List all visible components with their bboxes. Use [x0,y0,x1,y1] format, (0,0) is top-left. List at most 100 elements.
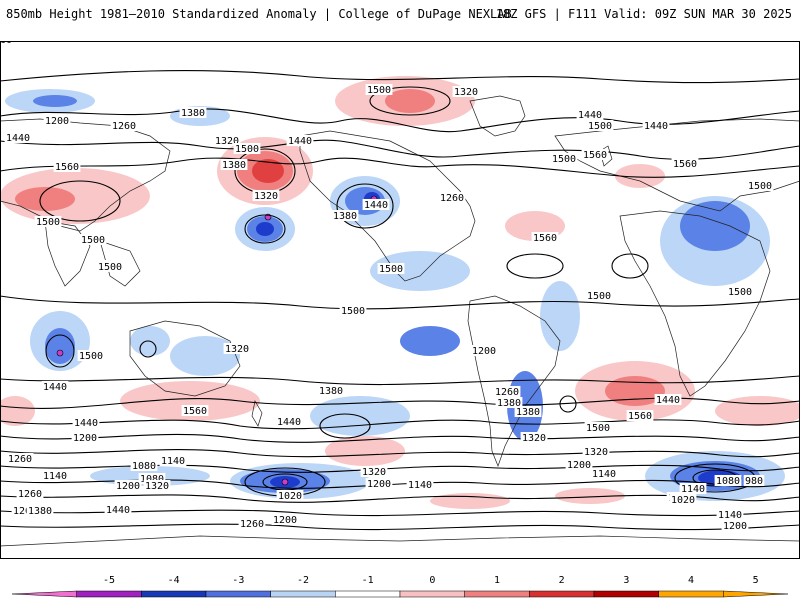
contour-label: 1500 [341,306,365,317]
contour-label-bg [271,514,299,525]
contour-label-bg [726,286,754,297]
height-contour [0,433,800,443]
height-contour-loop [336,183,394,229]
contour-label: 1500 [98,262,122,273]
contour-label-bg [365,478,393,489]
contour-label-bg [276,490,304,501]
contour-label: 1560 [55,162,79,173]
contour-label-bg [233,143,261,154]
contour-label-bg [584,422,612,433]
contour-label: 1440 [656,395,680,406]
contour-label-bg [365,84,393,95]
contour-label: 1260 [18,489,42,500]
contour-label: 1500 [748,181,772,192]
anomaly-region [120,381,260,421]
coastline [0,535,800,559]
contour-label: 1320 [145,481,169,492]
map-title: 850mb Height 1981–2010 Standardized Anom… [6,7,512,21]
contour-label: 1560 [183,406,207,417]
colorbar-segment [76,590,142,598]
contour-label: 1260 [440,193,464,204]
contour-label: 1500 [552,154,576,165]
contour-label: 1440 [288,136,312,147]
anomaly-extreme [56,349,64,357]
coastline [619,210,771,397]
contour-label: 1440 [106,505,130,516]
contour-label: 1560 [673,159,697,170]
contour-label-bg [362,199,390,210]
contour-label-bg [550,153,578,164]
coastline [299,130,476,282]
contour-label-bg [531,232,559,243]
colorbar-left-arrow [11,590,77,598]
contour-label: 1440 [644,121,668,132]
contour-label: 1140 [161,456,185,467]
contour-label: 1500 [588,121,612,132]
contour-label-bg [252,190,280,201]
contour-label-bg [721,520,749,531]
height-contour-loop [559,395,577,413]
height-contour [0,375,800,386]
contour-label: 1200 [45,116,69,127]
coastline [129,320,241,397]
contour-label: 1440 [578,110,602,121]
contour-label: 1440 [364,200,388,211]
contour-label-bg [743,475,765,486]
height-contour [0,509,800,517]
contour-label: 1260 [240,519,264,530]
contour-label-bg [331,210,359,221]
contour-label-bg [275,416,303,427]
height-contour [0,157,800,178]
contour-label: 1260 [495,387,519,398]
height-contour [0,494,800,503]
colorbar-tick-label: 0 [429,575,435,586]
colorbar-svg: -5 -4 -3 -2 -1 0 1 2 3 4 5 [11,575,789,598]
contour-label: 1560 [628,411,652,422]
contour-label-bg [26,505,54,516]
anomaly-region [45,328,75,364]
anomaly-region [680,201,750,251]
contour-label: 1260 [8,454,32,465]
contour-label-bg [114,480,142,491]
contour-label-bg [6,453,34,464]
height-contour-loop [139,340,157,358]
contour-label: 1140 [43,471,67,482]
contour-label: 1320 [522,433,546,444]
contour-label-bg [72,417,100,428]
height-contour [0,449,800,458]
colorbar-tick-label: 4 [688,575,694,586]
coastlines [0,95,800,559]
contour-label: 1320 [362,467,386,478]
contour-label-bg [179,107,207,118]
colorbar-tick-label: -1 [362,575,374,586]
colorbar-tick-label: -5 [103,575,115,586]
contour-label: 1080 [140,474,164,485]
contour-label: 1020 [278,491,302,502]
contour-label: 1500 [235,144,259,155]
contour-label-bg [714,475,742,486]
height-contour [0,419,800,430]
contour-label: 1500 [379,264,403,275]
contour-label: 1380 [516,407,540,418]
height-contour [0,139,800,160]
height-contour-loop [506,253,564,279]
anomaly-region [0,396,35,426]
contour-label-bg [339,305,367,316]
height-contour-loop [611,253,649,279]
contour-label-bg [0,41,14,45]
contour-label: 1440 [6,133,30,144]
contour-label-bg [438,192,466,203]
contour-label-bg [377,263,405,274]
model-run-info: 18Z GFS | F111 Valid: 09Z SUN MAR 30 202… [495,7,792,21]
contour-label: 1200 [273,515,297,526]
colorbar: -5 -4 -3 -2 -1 0 1 2 3 4 5 [0,570,800,600]
contour-label: 1140 [681,484,705,495]
contour-label-bg [143,480,171,491]
contour-label-bg [53,161,81,172]
height-contour [0,295,800,310]
contour-label: 1260 [112,121,136,132]
contour-label-bg [590,468,618,479]
anomaly-region [33,95,77,107]
contour-label: 1140 [408,480,432,491]
